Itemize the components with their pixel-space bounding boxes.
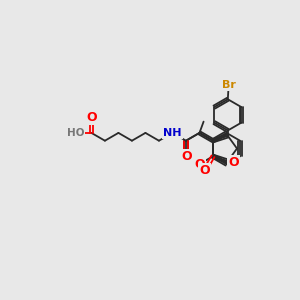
Text: O: O (200, 164, 210, 177)
Text: O: O (182, 150, 192, 163)
Text: NH: NH (163, 128, 182, 138)
Text: O: O (86, 111, 97, 124)
Text: Br: Br (222, 80, 236, 90)
Text: O: O (228, 156, 238, 169)
Text: O: O (194, 158, 205, 171)
Text: HO: HO (67, 128, 84, 138)
